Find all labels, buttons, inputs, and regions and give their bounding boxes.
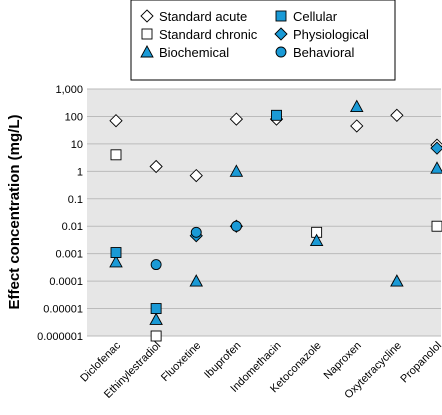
- data-point: [431, 220, 442, 232]
- legend-marker: [140, 45, 154, 58]
- legend-marker: [274, 27, 288, 41]
- data-point: [150, 259, 162, 271]
- legend-box: [130, 0, 396, 81]
- data-point: [110, 149, 122, 161]
- y-tick-label: 0.0001: [49, 276, 83, 288]
- legend: Standard acute Standard chronic Biochemica…: [130, 0, 396, 81]
- data-point: [230, 220, 242, 232]
- legend-marker: [275, 46, 287, 58]
- data-point: [430, 141, 442, 155]
- legend-marker: [140, 9, 154, 23]
- y-ticks: 1,000 100 10 1 0.1 0.01 0.001 0.0001 0.00001 0.00…: [37, 84, 83, 343]
- y-tick-label: 0.001: [55, 249, 83, 261]
- data-point: [229, 112, 244, 126]
- y-axis-label: Effect concentration (mg/L): [6, 114, 23, 309]
- data-point: [350, 119, 364, 133]
- legend-marker: [275, 10, 287, 22]
- data-point: [349, 99, 364, 112]
- x-tick-label: Fluoxetine: [159, 340, 203, 384]
- data-point: [149, 159, 163, 174]
- data-point: [150, 330, 162, 342]
- grid: [87, 88, 441, 337]
- data-point: [229, 164, 244, 177]
- plot-area: [87, 89, 441, 336]
- legend-label: Cellular: [293, 9, 338, 24]
- data-point: [150, 303, 162, 315]
- y-tick-label: 1: [77, 166, 83, 178]
- data-points: [109, 99, 442, 342]
- y-tick-label: 1,000: [55, 84, 83, 96]
- x-tick-label: Naproxen: [322, 340, 364, 382]
- legend-label: Physiological: [293, 27, 369, 42]
- data-point: [109, 254, 123, 268]
- data-point: [390, 108, 404, 122]
- legend-marker: [141, 28, 153, 40]
- y-tick-label: 0.01: [62, 221, 83, 233]
- data-point: [149, 312, 163, 325]
- data-point: [271, 109, 282, 121]
- legend-label: Standard acute: [159, 9, 247, 24]
- x-tick-label: Propanolol: [398, 340, 442, 386]
- data-point: [190, 226, 202, 238]
- y-tick-label: 0.00001: [43, 304, 83, 316]
- data-point: [189, 168, 203, 183]
- data-point: [189, 274, 204, 287]
- data-point: [110, 247, 122, 258]
- x-tick-label: Ibuprofen: [202, 340, 243, 381]
- legend-label: Biochemical: [159, 45, 229, 60]
- y-tick-label: 0.1: [68, 194, 83, 206]
- legend-label: Behavioral: [293, 45, 355, 60]
- legend-label: Standard chronic: [159, 27, 258, 42]
- data-point: [309, 233, 324, 247]
- y-tick-label: 100: [65, 111, 83, 123]
- x-ticks: DiclofenacEthinylestradiolFluoxetineIbup…: [78, 339, 442, 401]
- data-point: [430, 161, 442, 174]
- y-tick-label: 10: [71, 139, 83, 151]
- data-point: [109, 114, 123, 128]
- y-tick-label: 0.000001: [37, 331, 83, 343]
- data-point: [390, 274, 404, 287]
